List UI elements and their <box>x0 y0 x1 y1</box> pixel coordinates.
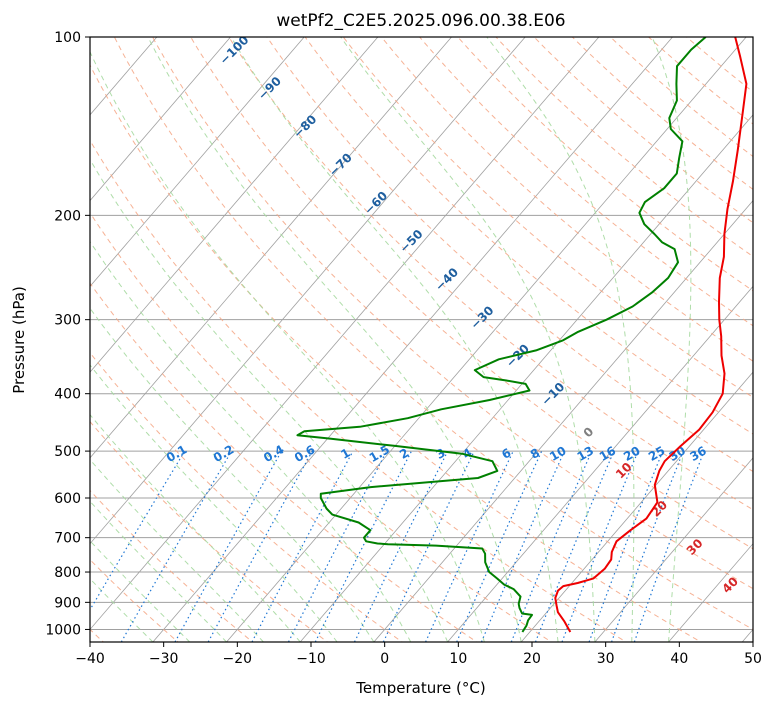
y-tick-label: 100 <box>54 30 81 46</box>
mixing-ratio-line <box>382 450 475 642</box>
dry-adiabat <box>190 37 753 550</box>
x-tick-label: −10 <box>296 651 326 667</box>
mixing-ratio-line <box>425 450 514 642</box>
isotherm-gridline <box>520 371 753 642</box>
dry-adiabat <box>380 37 753 362</box>
plot-frame <box>89 36 754 643</box>
dry-adiabat <box>151 37 753 590</box>
dry-adiabat <box>609 37 753 158</box>
moist-adiabat <box>90 50 485 642</box>
chart-title: wetPf2_C2E5.2025.096.00.38.E06 <box>276 11 565 31</box>
dry-adiabat <box>266 37 753 473</box>
x-tick-label: −30 <box>149 651 179 667</box>
y-tick-label: 900 <box>54 595 81 611</box>
mixing-ratio-line <box>251 450 354 642</box>
isotherm-gridline <box>90 37 305 287</box>
moist-adiabat <box>90 307 375 642</box>
y-tick-label: 1000 <box>45 622 81 638</box>
dewpoint-profile <box>296 37 707 633</box>
x-tick-label: 50 <box>744 651 762 667</box>
moist-adiabat <box>90 413 301 642</box>
moist-adiabat <box>651 37 692 642</box>
isotherm-gridline <box>152 37 673 642</box>
dry-adiabat <box>228 37 753 511</box>
y-tick-label: 600 <box>54 491 81 507</box>
isotherm-gridline <box>90 37 452 459</box>
x-tick-label: 30 <box>597 651 615 667</box>
mixing-ratio-line <box>353 450 449 642</box>
temperature-profile <box>554 37 748 633</box>
isotherm-gridline <box>594 457 753 642</box>
mixing-ratio-line <box>207 450 313 642</box>
y-tick-label: 700 <box>54 531 81 547</box>
moist-adiabat <box>486 37 635 642</box>
isotherm-gridline <box>90 37 379 373</box>
dry-adiabat <box>90 211 553 642</box>
x-tick-label: 10 <box>449 651 467 667</box>
y-tick-label: 400 <box>54 387 81 403</box>
dry-adiabat <box>113 37 753 631</box>
moist-adiabat <box>90 364 338 642</box>
dry-adiabat <box>304 37 753 435</box>
dry-adiabat <box>342 37 753 398</box>
y-tick-label: 800 <box>54 565 81 581</box>
x-tick-label: 40 <box>670 651 688 667</box>
dry-adiabat <box>90 489 254 642</box>
dry-adiabat <box>90 64 702 642</box>
moist-adiabat <box>340 37 596 642</box>
mixing-ratio-line <box>120 450 233 642</box>
x-tick-label: 20 <box>523 651 541 667</box>
moist-adiabat <box>147 37 522 642</box>
mixing-ratio-line <box>90 450 186 611</box>
dry-adiabat <box>457 37 753 292</box>
y-tick-label: 300 <box>54 313 81 329</box>
mixing-ratio-line <box>561 450 639 642</box>
isotherm-gridline <box>447 285 753 642</box>
isotherm-gridline <box>90 37 526 545</box>
y-tick-label: 200 <box>54 208 81 224</box>
isotherm-gridline <box>90 37 600 631</box>
mixing-ratio-line <box>588 450 664 642</box>
y-tick-label: 500 <box>54 444 81 460</box>
moist-adiabat <box>90 240 412 642</box>
isotherm-gridline <box>226 37 747 642</box>
isotherm-gridline <box>373 200 753 642</box>
x-tick-label: −20 <box>223 651 253 667</box>
x-tick-label: 0 <box>380 651 389 667</box>
x-tick-label: −40 <box>75 651 105 667</box>
moist-adiabat <box>90 458 264 642</box>
x-axis-title: Temperature (°C) <box>355 679 485 697</box>
dry-adiabat <box>418 37 753 327</box>
moist-adiabat <box>90 158 449 642</box>
isotherm-gridline <box>90 37 231 202</box>
y-axis-title: Pressure (hPa) <box>10 286 28 394</box>
